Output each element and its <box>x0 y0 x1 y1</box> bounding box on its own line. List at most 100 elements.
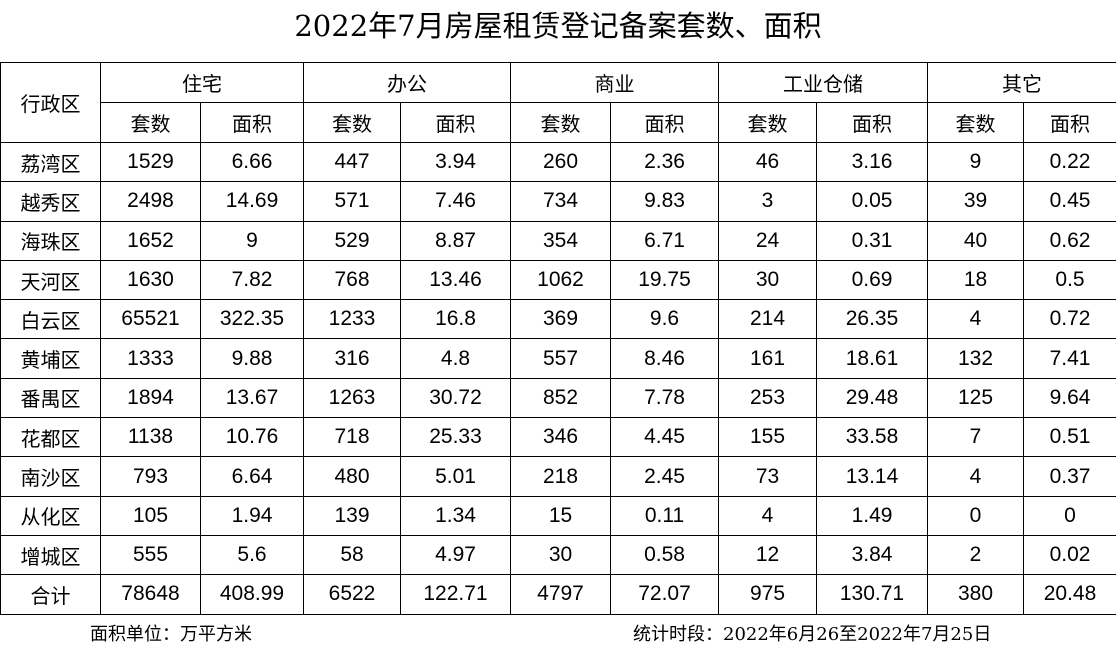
cell: 354 <box>510 220 611 261</box>
cell: 0.62 <box>1023 220 1116 261</box>
data-row: 南沙区 793 6.64 480 5.01 218 2.45 73 13.14 4 0.37 <box>0 456 1116 497</box>
cell: 1.94 <box>200 495 304 536</box>
cell: 58 <box>303 534 401 576</box>
cell: 0 <box>1023 495 1116 536</box>
district: 天河区 <box>0 259 101 301</box>
cell: 1333 <box>100 338 201 379</box>
cell: 30.72 <box>400 377 511 419</box>
cell: 7.46 <box>400 181 511 222</box>
cell: 218 <box>510 456 611 497</box>
cell: 975 <box>718 574 817 615</box>
header-row: 行政区 住宅 办公 商业 工业仓储 其它 <box>0 62 1116 143</box>
cell: 13.14 <box>816 456 928 497</box>
subheader-row: 套数 面积 套数 面积 套数 面积 套数 面积 套数 面积 <box>1 102 1116 143</box>
cell: 15 <box>510 495 611 536</box>
data-row: 增城区 555 5.6 58 4.97 30 0.58 12 3.84 2 0.02 <box>0 534 1116 576</box>
district: 合计 <box>0 574 101 615</box>
cell: 571 <box>303 181 401 222</box>
district: 黄埔区 <box>0 338 101 379</box>
sub-header: 套数 <box>718 102 817 143</box>
data-row: 从化区 105 1.94 139 1.34 15 0.11 4 1.49 0 0 <box>0 495 1116 536</box>
cell: 7.78 <box>610 377 719 419</box>
cell: 72.07 <box>610 574 719 615</box>
cell: 447 <box>303 141 401 183</box>
group-header: 住宅 <box>100 62 304 103</box>
corner-header: 行政区 <box>0 62 101 143</box>
cell: 122.71 <box>400 574 511 615</box>
cell: 4 <box>718 495 817 536</box>
data-row: 合计 78648 408.99 6522 122.71 4797 72.07 975 130.7… <box>0 574 1116 615</box>
cell: 214 <box>718 299 817 340</box>
district: 海珠区 <box>0 220 101 261</box>
group-header: 办公 <box>303 62 511 103</box>
data-table: 行政区 住宅 办公 商业 工业仓储 其它 套数 面积 套数 面积 套数 面积 套数 面积 套数 面积 荔湾区 15… <box>0 62 1116 615</box>
period-note: 统计时段：2022年6月26至2022年7月25日 <box>633 624 992 645</box>
data-row: 番禺区 1894 13.67 1263 30.72 852 7.78 253 29.48 125 9… <box>0 377 1116 419</box>
cell: 0.51 <box>1023 417 1116 458</box>
cell: 10.76 <box>200 417 304 458</box>
cell: 0.37 <box>1023 456 1116 497</box>
cell: 5.01 <box>400 456 511 497</box>
district: 南沙区 <box>0 456 101 497</box>
cell: 793 <box>100 456 201 497</box>
district: 荔湾区 <box>0 141 101 183</box>
sub-header: 面积 <box>816 102 928 143</box>
cell: 316 <box>303 338 401 379</box>
cell: 0 <box>927 495 1024 536</box>
cell: 29.48 <box>816 377 928 419</box>
cell: 73 <box>718 456 817 497</box>
cell: 4797 <box>510 574 611 615</box>
cell: 7.41 <box>1023 338 1116 379</box>
data-row: 越秀区 2498 14.69 571 7.46 734 9.83 3 0.05 39 0.45 <box>0 181 1116 222</box>
cell: 7 <box>927 417 1024 458</box>
sub-header: 面积 <box>1023 102 1116 143</box>
cell: 718 <box>303 417 401 458</box>
cell: 0.45 <box>1023 181 1116 222</box>
cell: 125 <box>927 377 1024 419</box>
group-header: 商业 <box>510 62 719 103</box>
cell: 4 <box>927 299 1024 340</box>
cell: 5.6 <box>200 534 304 576</box>
cell: 26.35 <box>816 299 928 340</box>
cell: 529 <box>303 220 401 261</box>
cell: 0.02 <box>1023 534 1116 576</box>
cell: 1.34 <box>400 495 511 536</box>
group-header: 工业仓储 <box>718 62 928 103</box>
cell: 0.5 <box>1023 259 1116 301</box>
cell: 7.82 <box>200 259 304 301</box>
cell: 9.88 <box>200 338 304 379</box>
district: 从化区 <box>0 495 101 536</box>
sub-header: 面积 <box>200 102 304 143</box>
cell: 1529 <box>100 141 201 183</box>
cell: 0.31 <box>816 220 928 261</box>
cell: 2 <box>927 534 1024 576</box>
cell: 4.45 <box>610 417 719 458</box>
cell: 1062 <box>510 259 611 301</box>
district: 番禺区 <box>0 377 101 419</box>
table-body: 行政区 住宅 办公 商业 工业仓储 其它 套数 面积 套数 面积 套数 面积 套数 面积 套数 面积 荔湾区 15… <box>0 62 1116 615</box>
cell: 3.84 <box>816 534 928 576</box>
cell: 139 <box>303 495 401 536</box>
cell: 30 <box>510 534 611 576</box>
cell: 130.71 <box>816 574 928 615</box>
cell: 39 <box>927 181 1024 222</box>
district: 越秀区 <box>0 181 101 222</box>
cell: 6.71 <box>610 220 719 261</box>
cell: 6.66 <box>200 141 304 183</box>
data-row: 花都区 1138 10.76 718 25.33 346 4.45 155 33.58 7 0.51 <box>0 417 1116 458</box>
cell: 2498 <box>100 181 201 222</box>
cell: 768 <box>303 259 401 301</box>
cell: 6522 <box>303 574 401 615</box>
cell: 4.97 <box>400 534 511 576</box>
cell: 1263 <box>303 377 401 419</box>
cell: 25.33 <box>400 417 511 458</box>
cell: 4.8 <box>400 338 511 379</box>
cell: 4 <box>927 456 1024 497</box>
cell: 40 <box>927 220 1024 261</box>
cell: 734 <box>510 181 611 222</box>
cell: 65521 <box>100 299 201 340</box>
district: 花都区 <box>0 417 101 458</box>
cell: 1233 <box>303 299 401 340</box>
cell: 9 <box>200 220 304 261</box>
